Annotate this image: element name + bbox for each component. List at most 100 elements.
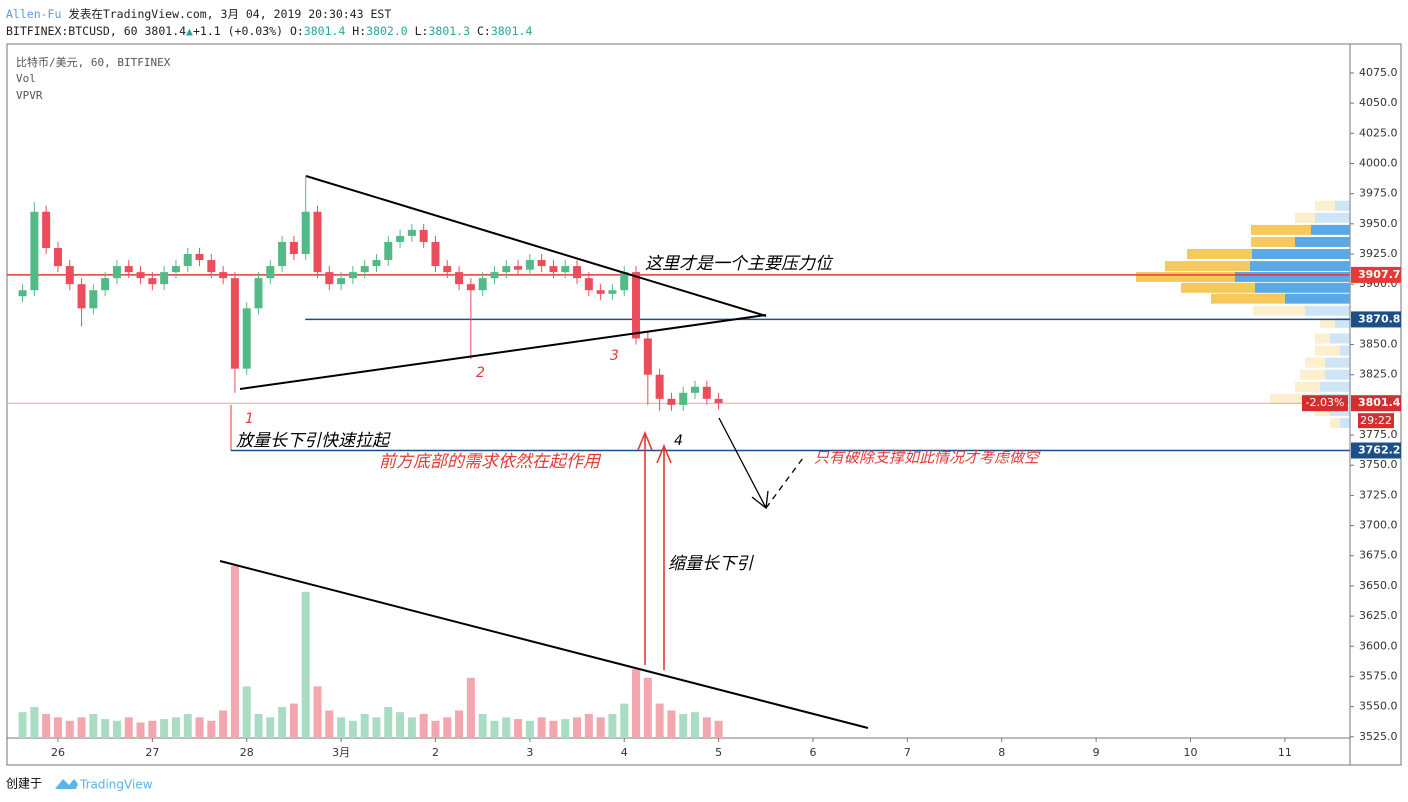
candle-body — [348, 272, 357, 279]
volume-bar — [278, 707, 287, 738]
volume-bar — [643, 677, 652, 738]
y-tick-label: 3650.0 — [1359, 579, 1398, 592]
volume-bar — [655, 703, 664, 738]
candle — [313, 205, 322, 279]
annotation: 2 — [476, 365, 485, 381]
o-label: O: — [289, 24, 304, 38]
candle — [455, 266, 464, 291]
annotation: 放量长下引快速拉起 — [236, 431, 391, 451]
volume-bar — [419, 713, 428, 738]
annotation: 只有破除支撑如此情况才考虑做空 — [814, 449, 1041, 467]
x-tick-label: 3 — [526, 746, 533, 759]
volume-bar — [242, 686, 251, 738]
candle — [195, 247, 204, 267]
candle-body — [171, 266, 180, 273]
annotation: 缩量长下引 — [668, 554, 755, 574]
profile-down — [1300, 369, 1325, 380]
candle-body — [549, 266, 558, 273]
profile-down — [1251, 236, 1295, 247]
candle-body — [325, 272, 334, 285]
volume-bar — [18, 712, 27, 738]
candle — [372, 254, 381, 273]
candle — [207, 254, 216, 279]
candle-body — [455, 272, 464, 285]
volume-bar — [466, 677, 475, 738]
x-tick-label: 7 — [904, 746, 911, 759]
volume-bar — [608, 713, 617, 738]
layer — [7, 175, 1350, 738]
candle — [266, 260, 275, 285]
profile-up — [1252, 249, 1350, 260]
candle — [325, 266, 334, 291]
x-tick-label: 26 — [51, 746, 65, 759]
candle — [42, 205, 51, 255]
candle-body — [53, 247, 62, 267]
profile-up — [1305, 305, 1350, 316]
volume-bar — [502, 717, 511, 738]
y-tick-label: 3725.0 — [1359, 488, 1398, 501]
volume-bar — [455, 710, 464, 738]
candle-body — [643, 338, 652, 375]
candle — [466, 278, 475, 360]
profile-up — [1325, 369, 1350, 380]
candle-body — [219, 272, 228, 279]
candle — [160, 266, 169, 291]
candle — [419, 223, 428, 248]
candle-body — [254, 278, 263, 309]
candle-body — [419, 229, 428, 242]
candle — [337, 272, 346, 291]
volume-bar — [195, 717, 204, 738]
volume-bar — [360, 713, 369, 738]
candle-body — [620, 272, 629, 291]
x-tick-label: 11 — [1278, 746, 1292, 759]
volume-bar — [691, 712, 700, 738]
candle-body — [584, 278, 593, 291]
legend-item: 比特币/美元, 60, BITFINEX — [16, 56, 171, 69]
y-tick-label: 3600.0 — [1359, 639, 1398, 652]
candle — [478, 272, 487, 297]
author[interactable]: Allen-Fu — [6, 7, 62, 21]
volume-bar — [254, 713, 263, 738]
y-tick-label: 4050.0 — [1359, 96, 1398, 109]
volume-bar — [679, 713, 688, 738]
red-arrows — [637, 430, 672, 670]
profile-down — [1320, 317, 1335, 328]
x-tick-label: 9 — [1093, 746, 1100, 759]
candle-body — [655, 374, 664, 399]
candle — [502, 260, 511, 279]
header-line: BITFINEX:BTCUSD, 60 3801.4▲+1.1 (+0.03%)… — [6, 24, 532, 38]
trend-line — [239, 314, 767, 390]
candle-body — [490, 272, 499, 279]
volume-bar — [478, 713, 487, 738]
logo — [55, 779, 78, 789]
candle — [65, 260, 74, 291]
candle-body — [207, 260, 216, 273]
candle — [714, 392, 723, 410]
x-tick-label: 27 — [145, 746, 159, 759]
trend-line — [219, 560, 869, 729]
candle — [183, 247, 192, 273]
x-tick-label: 2 — [432, 746, 439, 759]
candle-body — [372, 260, 381, 267]
candle-body — [148, 278, 157, 285]
volume-bar — [667, 710, 676, 738]
volume-bar — [112, 720, 121, 738]
candle — [596, 284, 605, 300]
volume-bar — [89, 713, 98, 738]
y-tick-label: 3750.0 — [1359, 458, 1398, 471]
footer-brand[interactable]: TradingView — [79, 778, 153, 792]
candle — [301, 175, 310, 261]
y-tick-label: 3575.0 — [1359, 669, 1398, 682]
volume-bar — [714, 720, 723, 738]
candle — [348, 266, 357, 285]
symbol: BITFINEX:BTCUSD, 60 — [6, 24, 138, 38]
candle-body — [183, 254, 192, 267]
candle — [289, 235, 298, 261]
candle-body — [478, 278, 487, 291]
profile-up — [1250, 261, 1350, 272]
volume-bar — [65, 720, 74, 738]
l: 3801.3 — [428, 24, 471, 38]
y-tick-label: 4025.0 — [1359, 126, 1398, 139]
candle — [18, 284, 27, 303]
